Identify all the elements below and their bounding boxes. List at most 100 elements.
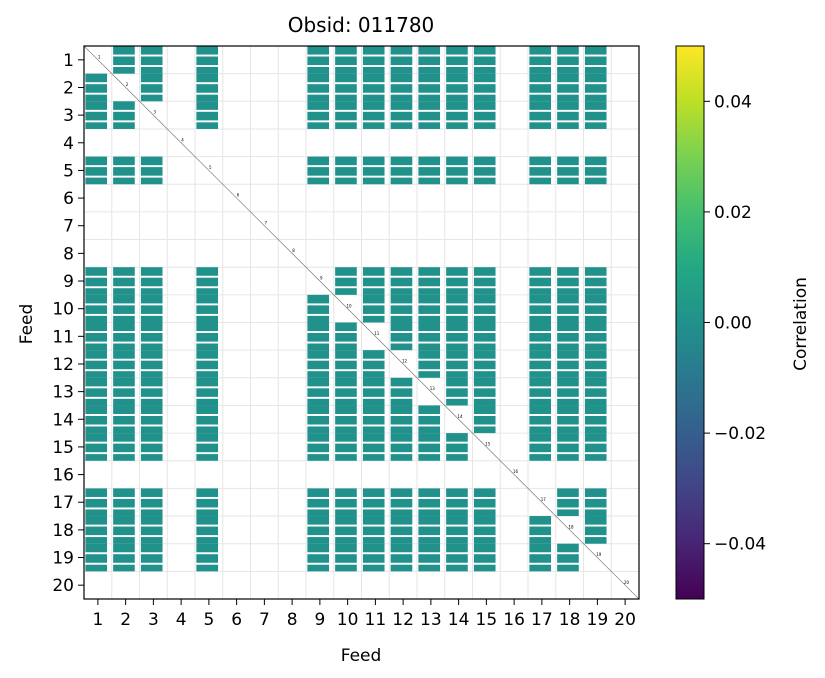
heatmap-subband [557,267,579,276]
x-tick-label: 19 [587,610,609,630]
heatmap-subband [113,177,135,185]
heatmap-subband [335,288,357,295]
heatmap-subband [473,156,496,166]
heatmap-subband [362,398,385,406]
heatmap-subband [446,73,468,83]
heatmap-subband [85,371,108,378]
heatmap-subband [113,554,135,563]
plot-frame [83,45,640,600]
heatmap-subband [446,167,468,176]
heatmap-subband [390,537,413,544]
colorbar-tick-label: 0.00 [714,314,752,334]
heatmap-subband [362,122,385,129]
heatmap-subband [362,111,385,121]
heatmap-subband [362,46,385,55]
heatmap-subband [584,288,607,295]
heatmap-cell [307,488,330,517]
heatmap-cell [584,267,607,295]
heatmap-subband [529,398,552,406]
heatmap-subband [196,94,219,102]
heatmap-cell [140,294,163,323]
heatmap-subband [335,415,357,425]
heatmap-cell [390,488,413,517]
heatmap-subband [307,443,330,453]
heatmap-subband [446,294,468,304]
x-tick-label: 2 [120,610,131,630]
heatmap-cell [557,46,579,74]
heatmap-subband [473,333,496,342]
heatmap-subband [140,288,163,295]
heatmap-cell [113,516,135,544]
y-tick-label: 19 [52,549,74,569]
heatmap-subband [557,56,579,66]
heatmap-subband [196,73,219,83]
heatmap-cell [113,101,135,129]
heatmap-subband [196,46,219,55]
heatmap-cell [584,405,607,434]
heatmap-subband [418,433,441,442]
heatmap-subband [418,322,441,332]
heatmap-subband [557,564,579,572]
heatmap-subband [557,122,579,129]
diagonal-feed-label: 2 [126,82,129,87]
heatmap-subband [557,398,579,406]
heatmap-cell [85,405,108,434]
heatmap-subband [113,564,135,572]
heatmap-subband [140,315,163,323]
heatmap-subband [418,122,441,129]
heatmap-subband [473,111,496,121]
x-tick-label: 1 [92,610,103,630]
heatmap-subband [418,509,441,517]
heatmap-cell [335,267,357,295]
heatmap-subband [584,443,607,453]
heatmap-subband [113,371,135,378]
heatmap-subband [557,294,579,304]
heatmap-subband [196,111,219,121]
heatmap-subband [335,433,357,442]
heatmap-cell [113,433,135,461]
heatmap-subband [473,46,496,55]
heatmap-cell [196,46,219,74]
heatmap-subband [418,526,441,536]
heatmap-subband [584,333,607,342]
heatmap-cell [196,488,219,517]
diagonal-feed-label: 15 [485,442,491,447]
heatmap-cell [584,101,607,129]
heatmap-subband [473,294,496,304]
heatmap-cell [446,322,468,351]
y-tick-label: 1 [63,51,74,71]
heatmap-subband [307,322,330,332]
heatmap-subband [584,294,607,304]
heatmap-subband [140,46,163,55]
heatmap-cell [196,322,219,351]
heatmap-subband [335,343,357,351]
heatmap-cell [85,350,108,378]
heatmap-subband [529,167,552,176]
heatmap-cell [362,350,385,378]
heatmap-subband [557,343,579,351]
heatmap-cell [390,267,413,295]
heatmap-subband [113,426,135,434]
heatmap-subband [85,288,108,295]
heatmap-cell [557,73,579,102]
heatmap-subband [196,277,219,287]
heatmap-cell [473,405,496,434]
heatmap-subband [113,122,135,129]
heatmap-subband [85,167,108,176]
y-tick-label: 20 [52,576,74,596]
heatmap-subband [362,426,385,434]
heatmap-subband [307,343,330,351]
heatmap-subband [307,398,330,406]
heatmap-cell [529,73,552,102]
heatmap-subband [390,488,413,497]
heatmap-subband [557,73,579,83]
heatmap-subband [529,543,552,553]
x-tick-label: 17 [531,610,553,630]
heatmap-subband [446,388,468,397]
heatmap-subband [446,516,468,525]
heatmap-subband [140,305,163,314]
heatmap-cell [85,377,108,406]
heatmap-subband [335,564,357,572]
heatmap-subband [473,554,496,563]
